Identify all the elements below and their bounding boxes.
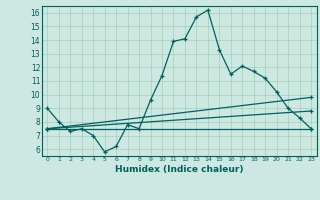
X-axis label: Humidex (Indice chaleur): Humidex (Indice chaleur) <box>115 165 244 174</box>
